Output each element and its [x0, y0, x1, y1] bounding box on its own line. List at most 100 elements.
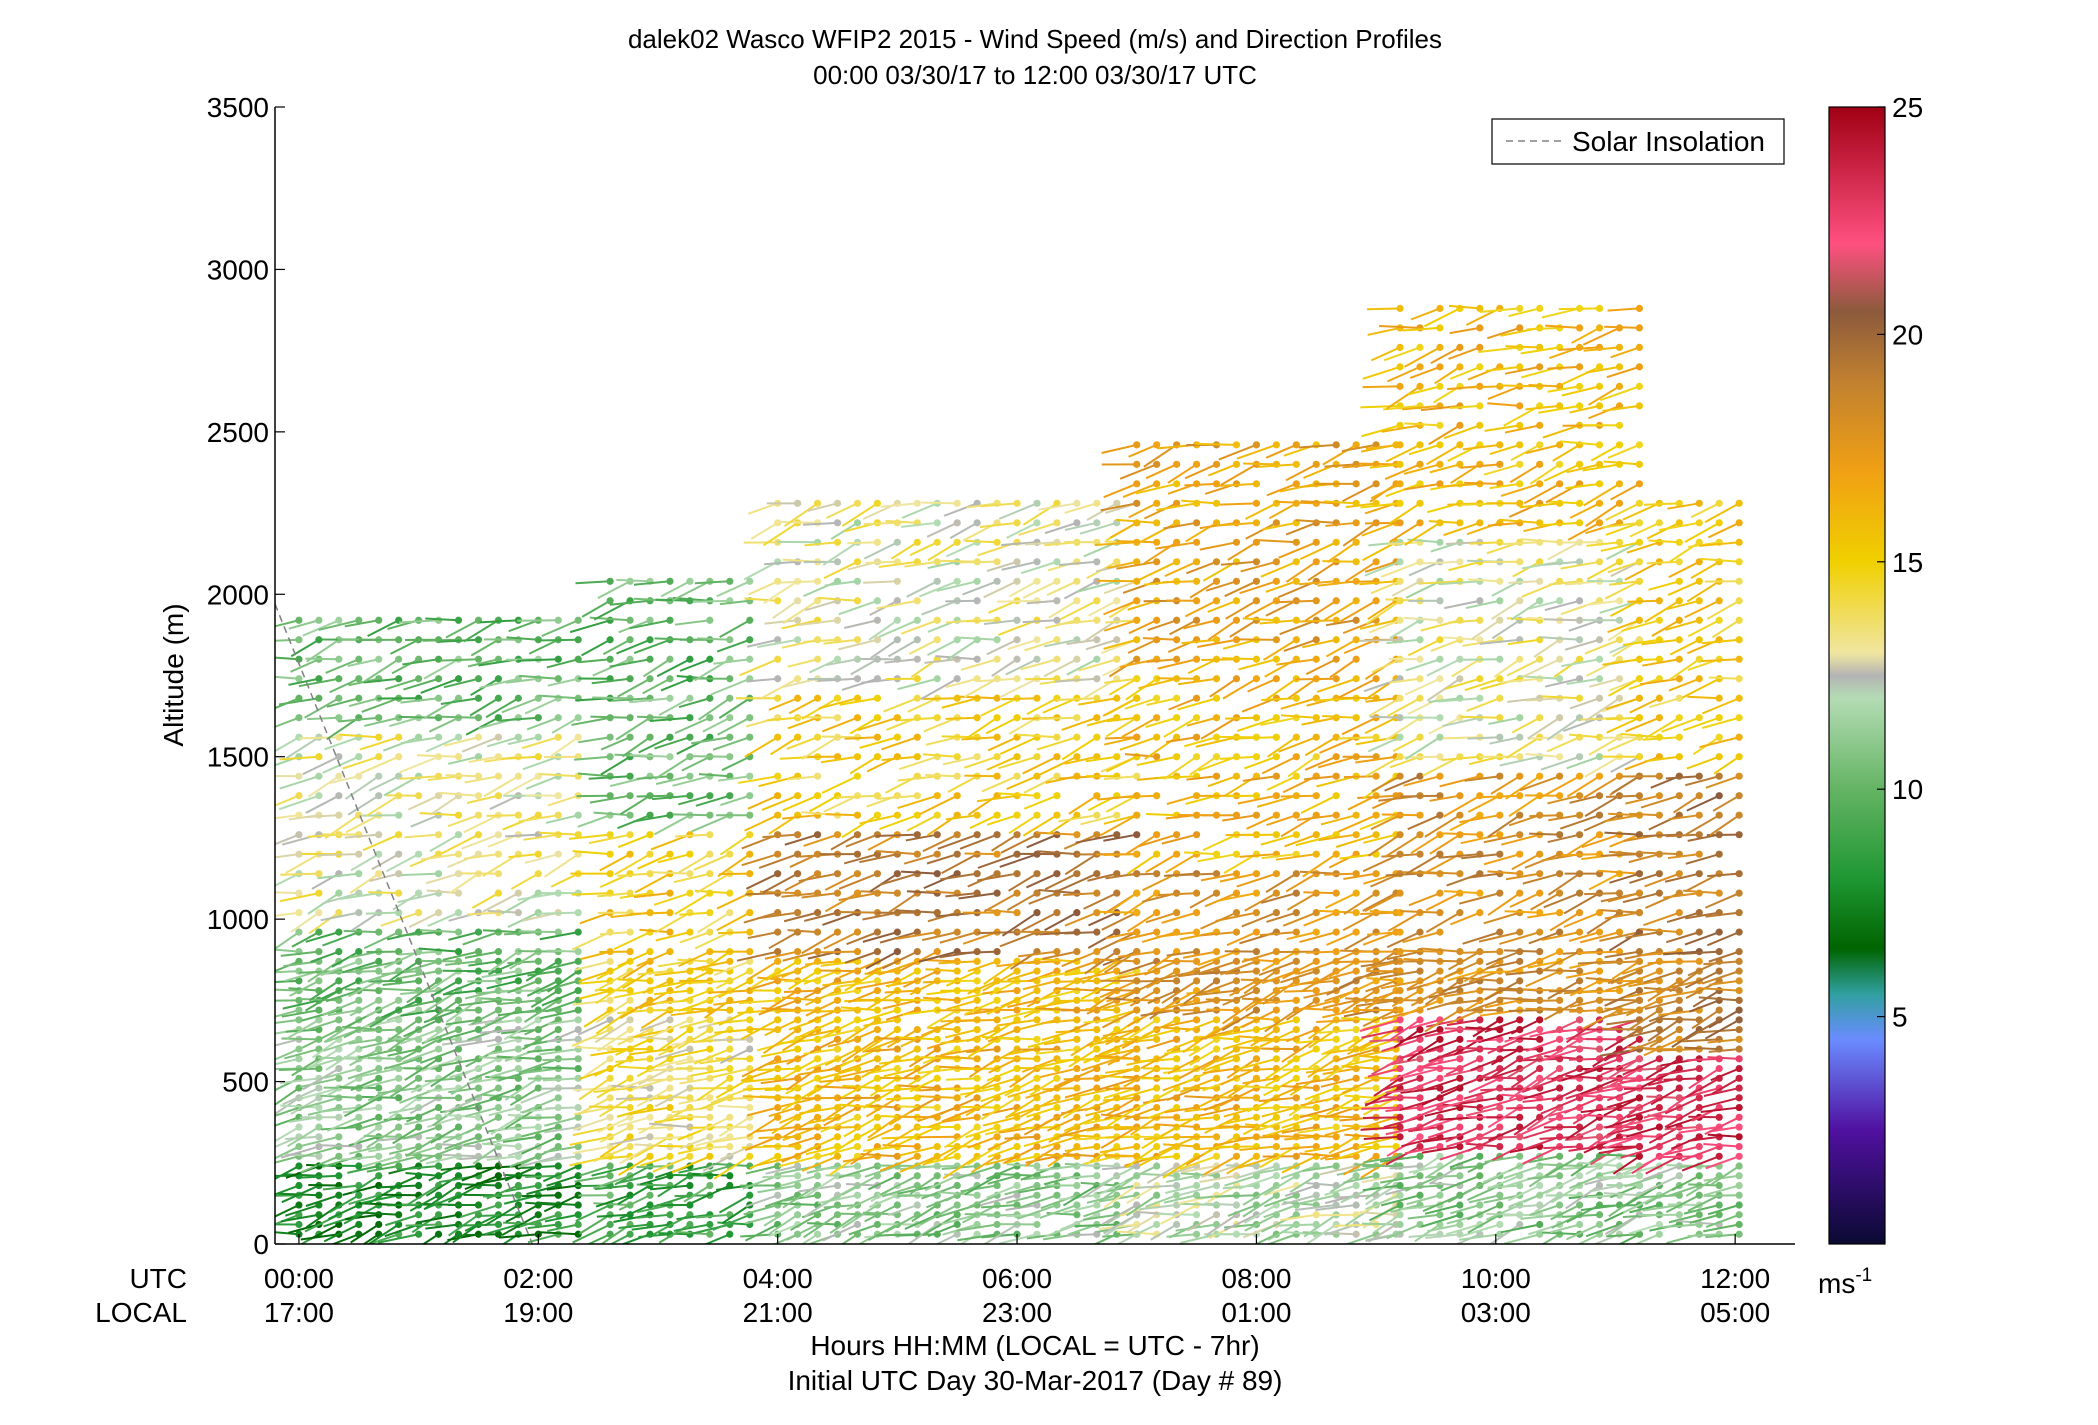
wind-barb-dot: [953, 1055, 961, 1063]
wind-barb: [614, 853, 651, 876]
wind-barb-dot: [1093, 1045, 1101, 1053]
wind-barb-dot: [1173, 636, 1181, 644]
wind-barb: [642, 658, 671, 678]
wind-barb-dot: [534, 1181, 542, 1190]
wind-barb: [654, 755, 691, 780]
wind-barb: [323, 1213, 360, 1228]
wind-barb: [658, 697, 691, 717]
wind-barb-dot: [794, 636, 802, 644]
wind-barb: [460, 1096, 499, 1110]
wind-barb-dot: [335, 909, 343, 917]
wind-barb-dot: [833, 616, 842, 624]
wind-barb-dot: [953, 499, 961, 507]
wind-barb-dot: [686, 870, 694, 878]
wind-barb: [385, 1213, 419, 1227]
wind-barb: [384, 1223, 419, 1238]
wind-barb-dot: [1053, 811, 1061, 819]
wind-barb-dot: [1073, 733, 1081, 741]
wind-barb-dot: [1292, 1230, 1300, 1238]
wind-barb: [509, 1087, 539, 1107]
wind-barb-dot: [514, 1201, 522, 1209]
wind-barb: [509, 950, 539, 970]
wind-barb: [487, 1048, 519, 1056]
wind-barb-dot: [395, 831, 403, 839]
wind-barb: [637, 1126, 671, 1131]
wind-barb: [275, 891, 299, 895]
wind-barb-dot: [1212, 948, 1221, 956]
wind-barb: [419, 1145, 459, 1163]
wind-barb-dot: [706, 792, 714, 800]
wind-barb-dot: [706, 909, 714, 917]
wind-barb-dot: [933, 1074, 941, 1082]
wind-barb: [501, 1213, 539, 1236]
wind-barb-dot: [574, 1201, 582, 1209]
wind-barb-dot: [973, 519, 981, 527]
wind-barb: [618, 1155, 651, 1176]
wind-barb-dot: [706, 733, 714, 741]
wind-barb-dot: [606, 1191, 614, 1199]
wind-barb: [698, 697, 731, 721]
wind-barb-dot: [1093, 597, 1101, 605]
wind-barb: [677, 958, 710, 963]
wind-barb-dot: [335, 977, 343, 985]
wind-barb-dot: [813, 928, 822, 936]
wind-barb: [579, 1165, 611, 1177]
wind-barb-dot: [774, 792, 782, 800]
wind-barb: [691, 1007, 730, 1012]
wind-barb: [405, 1171, 439, 1177]
wind-barb-dot: [646, 870, 654, 878]
wind-barb-dot: [626, 636, 634, 644]
wind-barb: [320, 1106, 359, 1113]
wind-barb-dot: [554, 1094, 562, 1102]
wind-barb: [660, 677, 691, 692]
wind-barb-dot: [1073, 948, 1081, 956]
wind-barb-dot: [1212, 675, 1221, 683]
wind-barb: [673, 1174, 710, 1177]
wind-barb: [1101, 1036, 1137, 1041]
wind-barb-dot: [726, 714, 734, 722]
wind-barb-dot: [706, 948, 714, 956]
wind-barb-dot: [813, 636, 822, 644]
wind-barb-dot: [1232, 957, 1241, 965]
wind-barb: [347, 658, 379, 667]
wind-barb: [1063, 1077, 1097, 1081]
wind-barb-dot: [454, 733, 463, 741]
wind-barb: [399, 619, 439, 624]
wind-barb: [671, 1155, 711, 1174]
wind-barb: [636, 775, 671, 780]
wind-barb: [616, 638, 651, 655]
wind-barb-dot: [514, 694, 522, 702]
wind-barb: [403, 677, 439, 691]
wind-barb: [501, 697, 539, 714]
wind-barb-dot: [953, 772, 961, 780]
wind-barb: [506, 1036, 539, 1041]
wind-barb: [326, 716, 360, 741]
wind-barb-dot: [993, 1123, 1001, 1131]
wind-barb-dot: [706, 1181, 714, 1190]
wind-barb: [718, 931, 750, 935]
wind-barb-dot: [666, 655, 674, 663]
wind-barb-dot: [873, 1113, 882, 1121]
wind-barb-dot: [514, 977, 522, 985]
wind-barb: [280, 1104, 319, 1109]
wind-barb-dot: [1173, 850, 1181, 858]
wind-barb-dot: [1073, 753, 1081, 761]
wind-barb-dot: [375, 928, 383, 936]
wind-barb: [876, 1164, 918, 1168]
wind-barb-dot: [893, 948, 901, 956]
wind-barb: [463, 1135, 499, 1146]
wind-barb-dot: [474, 733, 483, 741]
wind-barb: [584, 1058, 611, 1077]
wind-barb-dot: [746, 636, 754, 644]
wind-barb-dot: [606, 655, 614, 663]
wind-barb-dot: [993, 811, 1001, 819]
wind-barb: [653, 1194, 691, 1208]
wind-barb-dot: [1272, 889, 1280, 897]
wind-barb-dot: [474, 772, 483, 780]
wind-barb-dot: [335, 1152, 343, 1160]
wind-barb-dot: [1093, 977, 1101, 985]
wind-barb: [388, 1106, 419, 1115]
wind-barb-dot: [726, 1142, 734, 1151]
wind-barb: [343, 1204, 380, 1225]
wind-barb: [275, 1231, 300, 1236]
